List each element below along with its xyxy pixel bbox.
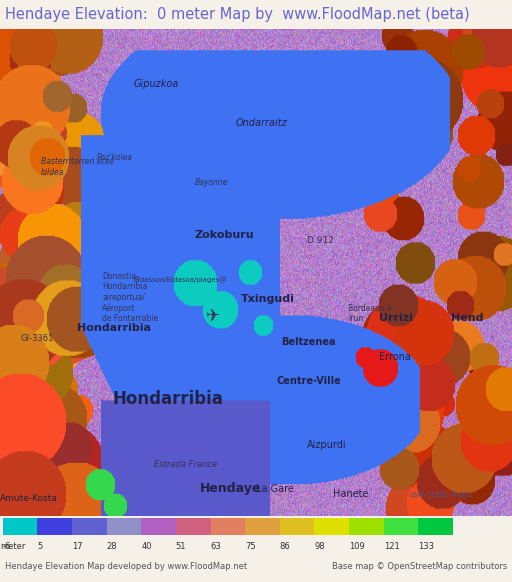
FancyBboxPatch shape: [245, 518, 280, 535]
FancyBboxPatch shape: [349, 518, 384, 535]
Text: 28: 28: [106, 542, 117, 551]
FancyBboxPatch shape: [3, 518, 37, 535]
Text: D 912: D 912: [307, 236, 334, 245]
Text: Hendaye: Hendaye: [200, 482, 261, 495]
Text: 63: 63: [210, 542, 221, 551]
Text: Gipuzkoa: Gipuzkoa: [133, 79, 179, 89]
FancyBboxPatch shape: [141, 518, 176, 535]
Text: 5: 5: [37, 542, 42, 551]
Text: Bidassoa/Bidasoa/plages@: Bidassoa/Bidasoa/plages@: [133, 276, 226, 283]
Text: GI-3361: GI-3361: [20, 333, 54, 343]
FancyBboxPatch shape: [314, 518, 349, 535]
Text: 121: 121: [384, 542, 399, 551]
Text: Poz'kolea: Poz'kolea: [97, 153, 133, 162]
Text: 86: 86: [280, 542, 291, 551]
Text: 17: 17: [72, 542, 82, 551]
Text: 40: 40: [141, 542, 152, 551]
Text: Basterritarren etxe
bildea: Basterritarren etxe bildea: [41, 158, 114, 177]
Text: Hondarribia: Hondarribia: [77, 323, 151, 333]
Text: -6: -6: [3, 542, 11, 551]
Text: Aizpurdi: Aizpurdi: [307, 440, 347, 450]
Text: meter: meter: [0, 542, 26, 551]
Text: Txingudi: Txingudi: [241, 293, 294, 304]
Text: osm-static-maps: osm-static-maps: [410, 489, 474, 499]
Text: 133: 133: [418, 542, 435, 551]
Text: Estrada France: Estrada France: [154, 460, 217, 469]
Text: 109: 109: [349, 542, 365, 551]
Text: 98: 98: [314, 542, 325, 551]
Text: Urrizi: Urrizi: [379, 313, 413, 323]
Text: 75: 75: [245, 542, 256, 551]
Text: Amute-Kosta: Amute-Kosta: [0, 495, 58, 503]
FancyBboxPatch shape: [37, 518, 72, 535]
Text: Zokoburu: Zokoburu: [195, 230, 254, 240]
FancyBboxPatch shape: [176, 518, 210, 535]
Text: Hondarribia: Hondarribia: [113, 390, 224, 408]
Text: Bayonne: Bayonne: [195, 178, 228, 187]
Text: La Gare: La Gare: [256, 484, 294, 494]
Text: Base map © OpenStreetMap contributors: Base map © OpenStreetMap contributors: [332, 562, 507, 571]
Text: 51: 51: [176, 542, 186, 551]
Text: Beltzenea: Beltzenea: [282, 338, 336, 347]
Text: Hanete: Hanete: [333, 488, 368, 499]
FancyBboxPatch shape: [210, 518, 245, 535]
Text: Centre-Ville: Centre-Ville: [276, 377, 341, 386]
FancyBboxPatch shape: [384, 518, 418, 535]
Text: Hendaye Elevation:  0 meter Map by  www.FloodMap.net (beta): Hendaye Elevation: 0 meter Map by www.Fl…: [5, 7, 470, 22]
FancyBboxPatch shape: [72, 518, 106, 535]
Text: Bordeaux à
Irun: Bordeaux à Irun: [348, 304, 392, 323]
Text: Ondarraitz: Ondarraitz: [236, 118, 287, 128]
Text: Errona: Errona: [379, 352, 411, 362]
FancyBboxPatch shape: [280, 518, 314, 535]
FancyBboxPatch shape: [418, 518, 453, 535]
Text: Hend: Hend: [451, 313, 483, 323]
Text: Hendaye Elevation Map developed by www.FloodMap.net: Hendaye Elevation Map developed by www.F…: [5, 562, 247, 571]
Text: Donostia-
Hondarribia
aireportua/
Aéroport
de Fontarrabie: Donostia- Hondarribia aireportua/ Aéropo…: [102, 272, 159, 323]
FancyBboxPatch shape: [106, 518, 141, 535]
Text: ✈: ✈: [205, 307, 219, 325]
